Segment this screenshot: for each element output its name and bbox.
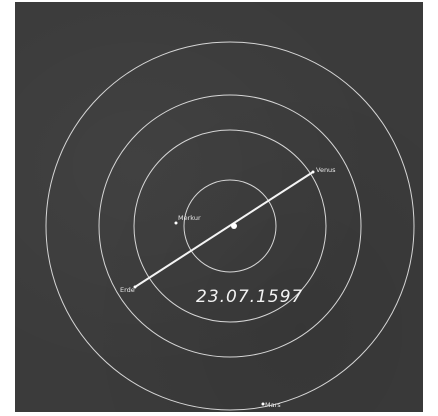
mars-label: Mars bbox=[265, 401, 281, 409]
erde-dot bbox=[133, 285, 137, 289]
venus-dot bbox=[311, 170, 315, 174]
orbit-board bbox=[15, 2, 423, 412]
mars-dot bbox=[261, 402, 265, 406]
erde-label: Erde bbox=[120, 286, 135, 294]
orbit-erde bbox=[98, 94, 362, 358]
erde-venus-line bbox=[134, 171, 314, 288]
merkur-label: Merkur bbox=[178, 214, 201, 222]
merkur-dot bbox=[174, 221, 178, 225]
orbit-merkur bbox=[183, 179, 277, 273]
date-label: 23.07.1597 bbox=[196, 287, 303, 307]
orbit-venus bbox=[133, 129, 327, 323]
sun-dot bbox=[231, 223, 237, 229]
venus-label: Venus bbox=[316, 166, 336, 174]
orbit-mars bbox=[45, 41, 415, 411]
